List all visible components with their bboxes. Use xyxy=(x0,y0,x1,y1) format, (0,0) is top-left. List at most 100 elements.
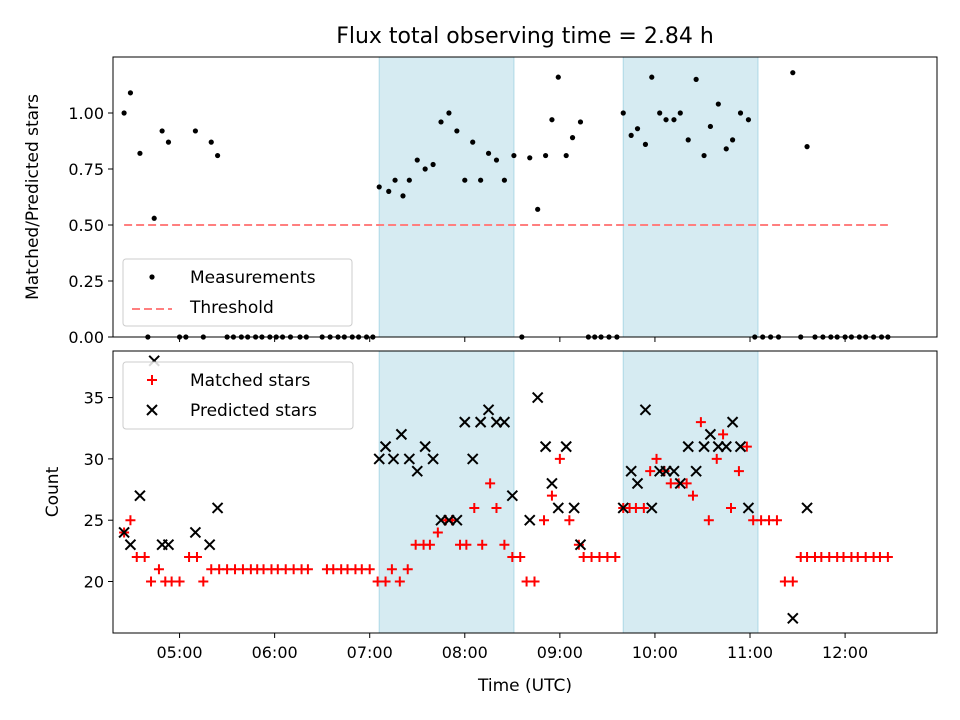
matched-star-point xyxy=(174,576,185,587)
matched-star-point xyxy=(733,466,744,477)
matched-star-point xyxy=(554,453,565,464)
predicted-star-point xyxy=(451,514,463,526)
legend-label: Threshold xyxy=(189,298,274,318)
top-ylabel: Matched/Predicted stars xyxy=(23,94,43,300)
legend-marker-measurements xyxy=(149,274,155,280)
y-tick-label: 0.25 xyxy=(68,272,104,291)
predicted-star-point xyxy=(617,502,629,514)
measurement-point xyxy=(790,70,796,76)
measurement-point xyxy=(663,117,669,123)
legend-box xyxy=(122,258,353,327)
predicted-star-point xyxy=(118,526,130,539)
measurement-point xyxy=(549,117,555,123)
matched-star-point xyxy=(302,564,313,575)
measurement-point xyxy=(127,90,134,96)
predicted-star-point xyxy=(411,465,423,477)
predicted-star-point xyxy=(674,477,686,490)
measurement-point xyxy=(376,184,382,190)
measurement-point xyxy=(723,146,729,152)
matched-star-point xyxy=(695,417,706,428)
matched-star-point xyxy=(703,515,714,526)
matched-star-point xyxy=(386,564,397,575)
measurement-point xyxy=(701,152,707,159)
measurement-point xyxy=(745,117,752,123)
predicted-star-point xyxy=(189,526,202,539)
y-tick-label: 30 xyxy=(84,450,104,469)
legend-marker-predicted xyxy=(146,404,158,416)
predicted-star-point xyxy=(211,502,224,514)
measurement-point xyxy=(137,150,143,156)
measurement-point xyxy=(192,128,198,134)
matched-star-point xyxy=(564,515,575,526)
matched-star-point xyxy=(198,576,209,587)
measurement-point xyxy=(501,177,507,183)
measurement-point xyxy=(693,76,699,82)
matched-star-point xyxy=(364,564,375,575)
measurement-point xyxy=(470,139,476,145)
predicted-star-point xyxy=(668,465,680,477)
measurement-point xyxy=(208,139,214,145)
predicted-star-point xyxy=(482,404,495,416)
predicted-star-point xyxy=(403,453,416,465)
legend: Measurements Threshold xyxy=(122,258,353,327)
y-tick-label: 20 xyxy=(84,573,104,592)
predicted-star-point xyxy=(395,428,408,441)
measurement-point xyxy=(386,188,392,194)
predicted-star-point xyxy=(704,428,717,441)
measurement-point xyxy=(657,110,663,116)
y-tick-label: 1.00 xyxy=(68,104,104,123)
measurement-point xyxy=(671,117,677,123)
matched-star-point xyxy=(477,539,488,550)
x-tick-label: 08:00 xyxy=(442,643,488,662)
matched-star-point xyxy=(711,453,722,464)
predicted-star-point xyxy=(387,453,400,465)
predicted-star-point xyxy=(560,440,572,453)
measurement-point xyxy=(511,152,517,159)
measurement-point xyxy=(555,74,561,80)
predicted-star-point xyxy=(524,514,536,526)
measurement-point xyxy=(649,74,655,80)
predicted-star-point xyxy=(742,502,755,514)
predicted-star-point xyxy=(467,453,479,465)
measurement-point xyxy=(729,137,736,143)
y-tick-label: 35 xyxy=(84,389,104,408)
measurement-point xyxy=(446,110,452,116)
predicted-star-point xyxy=(459,416,471,428)
measurement-point xyxy=(804,144,810,150)
y-tick-label: 25 xyxy=(84,511,104,530)
matched-star-point xyxy=(687,490,698,501)
matched-star-point xyxy=(491,502,502,513)
matched-star-point xyxy=(139,551,150,562)
predicted-star-point xyxy=(546,477,558,490)
measurement-point xyxy=(628,132,634,138)
bottom-panel: 20 25 30 35 05:00 06:00 07:00 08:00 09:00 10:00 11… xyxy=(84,350,938,662)
predicted-star-point xyxy=(631,477,644,490)
matched-star-point xyxy=(499,539,510,550)
predicted-star-point xyxy=(698,440,710,453)
shaded-interval-1 xyxy=(378,350,515,634)
matched-star-point xyxy=(645,466,656,477)
matched-star-point xyxy=(651,453,662,464)
matched-star-point xyxy=(402,564,413,575)
measurement-point xyxy=(392,177,398,183)
legend-label: Predicted stars xyxy=(190,401,317,421)
legend: Matched stars Predicted stars xyxy=(122,361,354,430)
shaded-interval-2 xyxy=(622,350,759,634)
matched-star-point xyxy=(771,515,782,526)
matched-star-point xyxy=(153,564,164,575)
x-tick-label: 09:00 xyxy=(537,643,583,662)
measurement-point xyxy=(535,206,541,212)
measurement-point xyxy=(151,215,157,221)
measurement-point xyxy=(543,152,549,159)
matched-star-point xyxy=(191,551,202,562)
matched-star-point xyxy=(461,539,472,550)
predicted-star-point xyxy=(552,502,564,514)
measurement-point xyxy=(577,119,584,125)
shaded-interval-2 xyxy=(622,56,759,338)
matched-star-point xyxy=(741,441,752,452)
measurement-point xyxy=(121,110,127,116)
predicted-star-point xyxy=(801,502,813,514)
measurement-point xyxy=(737,110,744,116)
measurement-point xyxy=(715,101,721,107)
matched-star-point xyxy=(573,539,584,550)
